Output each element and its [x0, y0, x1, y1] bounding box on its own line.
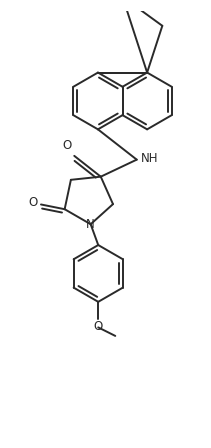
Text: NH: NH — [141, 152, 158, 165]
Text: N: N — [86, 218, 95, 231]
Text: O: O — [62, 139, 72, 152]
Text: O: O — [28, 196, 37, 209]
Text: O: O — [94, 320, 103, 333]
